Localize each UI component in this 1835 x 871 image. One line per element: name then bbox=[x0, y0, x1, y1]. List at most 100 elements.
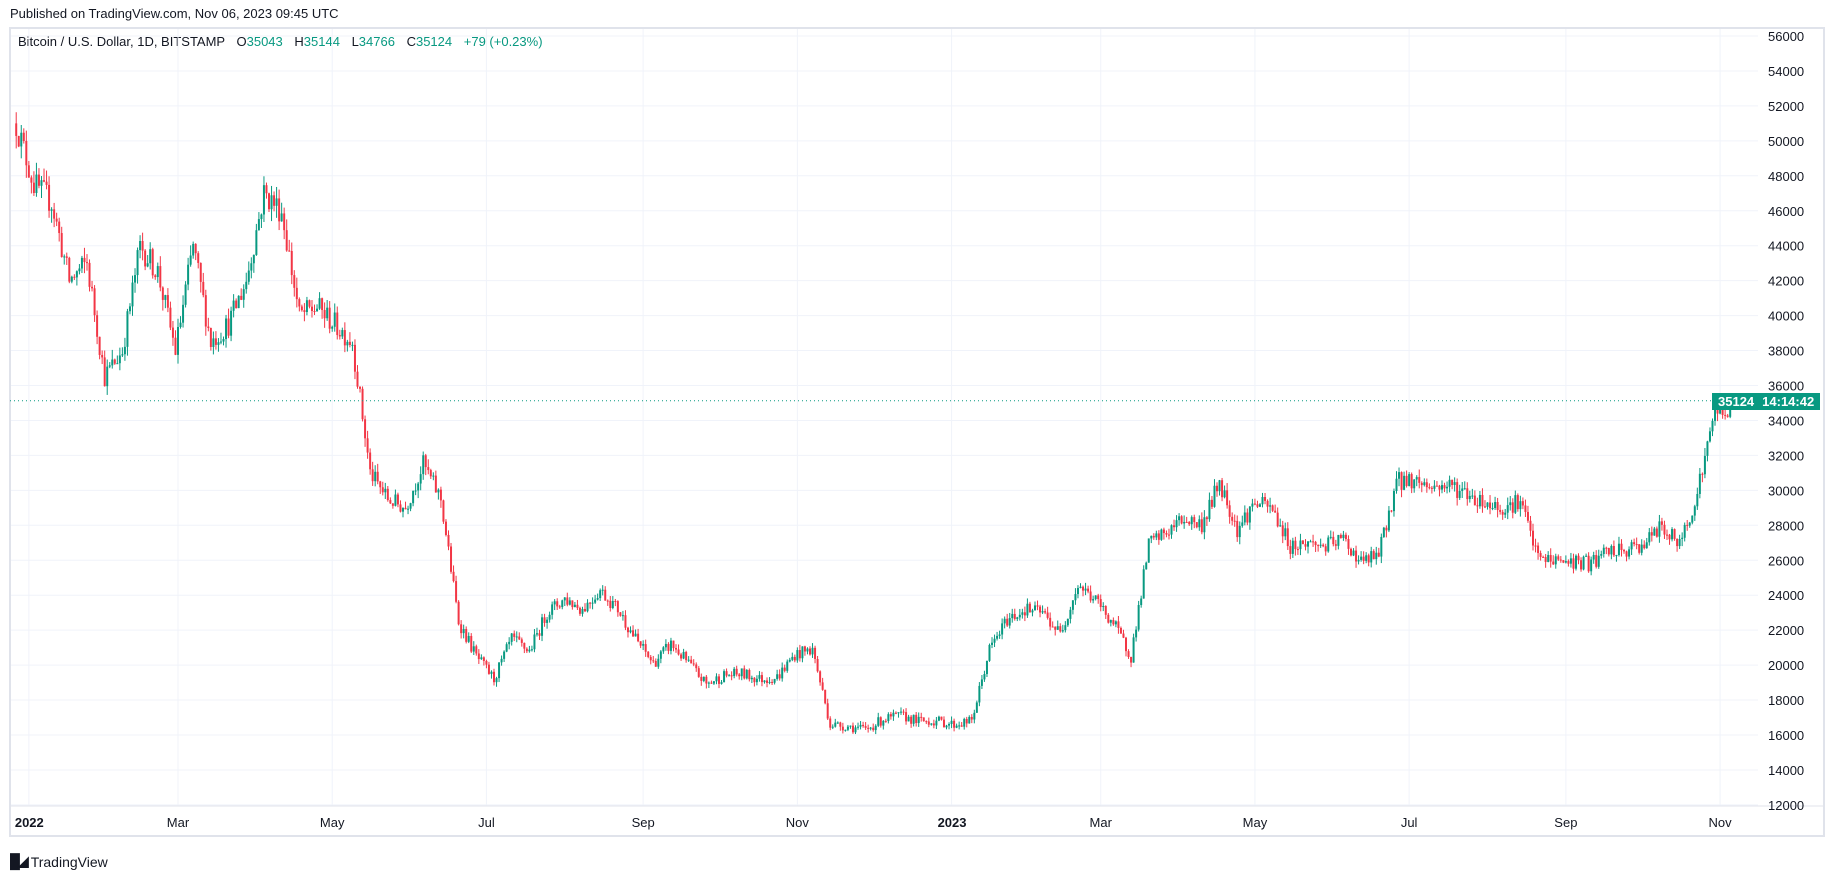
candle-down bbox=[1481, 494, 1484, 507]
candle-up bbox=[106, 366, 109, 387]
time-axis[interactable]: 2022 Mar May Jul Sep Nov 2023 Mar May Jul Sep Nov bbox=[15, 815, 1732, 830]
candle-up bbox=[596, 598, 599, 600]
candle-down bbox=[685, 651, 688, 661]
candle-down bbox=[1655, 528, 1658, 537]
candle-down bbox=[194, 243, 197, 254]
candle-down bbox=[381, 487, 384, 493]
brand-name: TradingView bbox=[30, 853, 108, 870]
candle-down bbox=[1028, 603, 1031, 613]
candle-up bbox=[1251, 503, 1254, 507]
time-tick-label: Nov bbox=[786, 815, 810, 830]
candle-up bbox=[874, 725, 877, 731]
candle-down bbox=[677, 649, 680, 655]
candle-up bbox=[280, 213, 283, 222]
candle-down bbox=[1483, 506, 1486, 508]
candle-up bbox=[184, 284, 187, 305]
candle-up bbox=[791, 656, 794, 660]
candle-down bbox=[1559, 559, 1562, 561]
candle-down bbox=[1557, 556, 1560, 560]
candle-up bbox=[1574, 555, 1577, 569]
candle-up bbox=[755, 678, 758, 683]
candle-up bbox=[892, 712, 895, 717]
candle-down bbox=[295, 287, 298, 300]
candle-down bbox=[538, 633, 541, 636]
candle-up bbox=[1074, 594, 1077, 601]
candle-up bbox=[781, 667, 784, 679]
candle-up bbox=[1645, 542, 1648, 549]
candle-up bbox=[1170, 525, 1173, 535]
candle-down bbox=[27, 165, 30, 178]
low-value: 34766 bbox=[358, 34, 395, 49]
candle-up bbox=[758, 675, 761, 679]
last-price-value: 35124 bbox=[1718, 393, 1755, 409]
candle-down bbox=[1650, 532, 1653, 536]
candle-up bbox=[796, 650, 799, 661]
candle-up bbox=[1175, 520, 1178, 528]
candle-down bbox=[348, 341, 351, 345]
symbol-title[interactable]: Bitcoin / U.S. Dollar, 1D, BITSTAMP bbox=[18, 34, 225, 49]
candle-down bbox=[45, 181, 48, 185]
candle-up bbox=[773, 678, 776, 683]
candle-up bbox=[935, 720, 938, 726]
candle-up bbox=[230, 310, 233, 336]
candle-down bbox=[1410, 474, 1413, 489]
candle-down bbox=[1367, 555, 1370, 563]
candle-down bbox=[1537, 545, 1540, 554]
candle-down bbox=[161, 287, 164, 300]
candle-up bbox=[70, 276, 73, 282]
candle-down bbox=[826, 703, 829, 719]
candle-down bbox=[214, 338, 217, 345]
candle-down bbox=[1499, 510, 1502, 512]
candle-up bbox=[1142, 569, 1145, 599]
candle-down bbox=[1605, 547, 1608, 549]
candle-down bbox=[652, 660, 655, 662]
candle-up bbox=[1403, 475, 1406, 490]
candle-down bbox=[1524, 505, 1527, 512]
candle-up bbox=[599, 590, 602, 599]
candle-down bbox=[404, 507, 407, 510]
price-axis[interactable]: 12000 14000 16000 18000 20000 22000 24000 26000… bbox=[1768, 29, 1804, 813]
candle-up bbox=[156, 266, 159, 278]
candle-up bbox=[1258, 504, 1261, 507]
candle-down bbox=[920, 716, 923, 718]
low-label: L bbox=[351, 34, 359, 49]
candle-down bbox=[543, 617, 546, 623]
candle-down bbox=[227, 318, 230, 336]
candle-up bbox=[1357, 559, 1360, 562]
candle-down bbox=[487, 664, 490, 674]
candle-up bbox=[1509, 502, 1512, 506]
candle-down bbox=[17, 135, 20, 147]
candle-up bbox=[715, 676, 718, 682]
candle-up bbox=[255, 230, 258, 255]
candle-down bbox=[1185, 521, 1188, 523]
candle-down bbox=[1051, 626, 1054, 628]
candle-up bbox=[1238, 525, 1241, 538]
candle-down bbox=[867, 727, 870, 729]
candle-up bbox=[1016, 617, 1019, 619]
candle-down bbox=[1539, 553, 1542, 557]
candle-up bbox=[581, 608, 584, 614]
candle-down bbox=[1228, 505, 1231, 517]
candle-up bbox=[510, 633, 513, 642]
candle-down bbox=[493, 671, 495, 683]
candle-down bbox=[1372, 551, 1375, 560]
price-tick-label: 26000 bbox=[1768, 553, 1804, 568]
candle-down bbox=[424, 455, 427, 468]
candle-up bbox=[948, 723, 951, 726]
candle-up bbox=[877, 717, 880, 726]
candle-up bbox=[1056, 626, 1059, 630]
candle-down bbox=[1724, 414, 1727, 416]
candle-up bbox=[1688, 522, 1691, 526]
tradingview-logo[interactable]: █◢ TradingView bbox=[10, 853, 108, 870]
candle-up bbox=[857, 726, 860, 728]
candle-up bbox=[131, 282, 134, 307]
candle-down bbox=[103, 357, 106, 387]
candle-up bbox=[1681, 537, 1684, 540]
candle-up bbox=[1628, 549, 1631, 557]
candle-down bbox=[1097, 595, 1100, 600]
candle-down bbox=[1473, 495, 1476, 506]
candle-up bbox=[720, 682, 723, 684]
candle-up bbox=[515, 636, 518, 638]
candle-up bbox=[1683, 524, 1686, 538]
